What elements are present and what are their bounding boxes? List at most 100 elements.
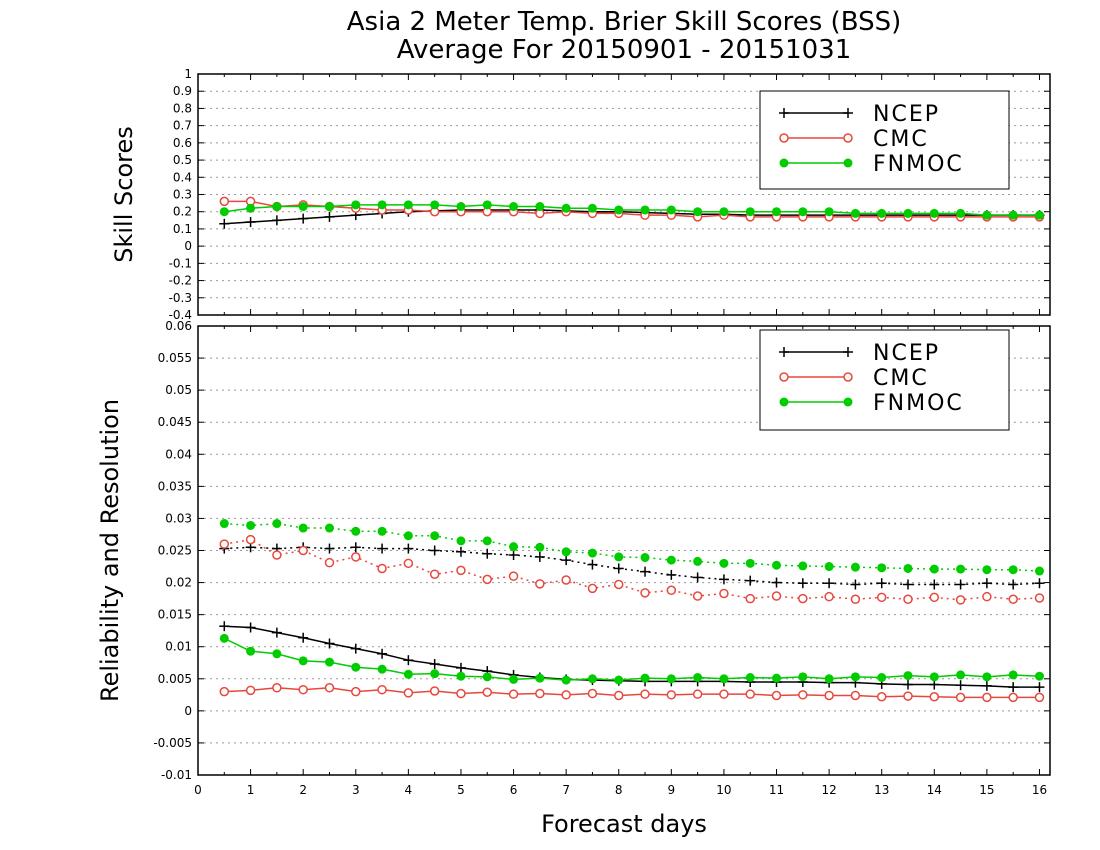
data-point [272, 683, 282, 693]
data-point [430, 531, 440, 541]
data-point [509, 542, 519, 552]
data-point [929, 672, 939, 682]
data-point [614, 675, 624, 685]
data-point [982, 565, 992, 575]
data-point [956, 670, 966, 680]
chart-title: Asia 2 Meter Temp. Brier Skill Scores (B… [347, 7, 901, 37]
data-point [745, 689, 755, 699]
data-point [403, 531, 413, 541]
y-tick-label: 0.7 [173, 119, 192, 133]
y-tick-label: -0.4 [169, 308, 192, 322]
data-point [219, 196, 230, 207]
x-tick-label: 2 [299, 783, 307, 797]
data-point [824, 207, 834, 217]
chart-subtitle: Average For 20150901 - 20151031 [397, 35, 852, 65]
series-fnmoc-dotted [219, 519, 1044, 576]
data-point [429, 686, 440, 696]
y-tick-label: 0.6 [173, 136, 192, 150]
data-point [692, 591, 703, 601]
x-tick-label: 10 [716, 783, 731, 797]
data-point [824, 562, 834, 572]
y-tick-label: 0.2 [173, 205, 192, 219]
y-tick-label: -0.3 [169, 291, 192, 305]
data-point [843, 397, 853, 407]
data-point [850, 208, 860, 218]
data-point [903, 594, 913, 604]
data-point [351, 662, 361, 672]
y-tick-label: 0.02 [165, 576, 192, 590]
data-point [719, 558, 729, 568]
data-point [324, 657, 334, 667]
data-point [246, 646, 256, 656]
series-line [224, 687, 1040, 699]
data-point [587, 583, 598, 594]
legend-label: FNMOC [873, 391, 964, 416]
data-point [666, 674, 676, 684]
y-tick-label: 0 [184, 704, 192, 718]
data-point [779, 372, 789, 382]
data-point [245, 534, 256, 545]
data-point [640, 553, 650, 563]
x-tick-label: 16 [1032, 783, 1047, 797]
data-point [903, 691, 913, 701]
data-point [1008, 210, 1018, 220]
data-point [955, 595, 966, 605]
data-point [456, 536, 466, 546]
x-axis-label: Forecast days [541, 810, 707, 838]
series-line [223, 637, 1040, 681]
data-point [771, 591, 782, 601]
data-point [693, 207, 703, 217]
plot-frame [197, 325, 1051, 776]
data-point [798, 672, 808, 682]
data-point [482, 672, 492, 682]
data-point [1008, 594, 1018, 604]
data-point [850, 690, 861, 701]
data-point [561, 203, 571, 213]
data-point [219, 633, 229, 643]
data-point [535, 579, 545, 589]
data-point [324, 202, 334, 212]
series-line [224, 546, 1040, 586]
data-point [666, 205, 676, 215]
data-point [693, 556, 703, 566]
data-point [403, 200, 413, 210]
data-point [429, 569, 440, 579]
data-point [482, 574, 493, 585]
data-point [956, 208, 966, 218]
data-point [745, 558, 755, 568]
data-point [772, 673, 782, 683]
series-line [224, 522, 1040, 572]
data-point [324, 683, 335, 693]
data-point [666, 555, 676, 565]
data-point [403, 688, 414, 698]
data-point [903, 671, 913, 681]
data-point [561, 575, 571, 585]
data-point [219, 207, 229, 217]
y-tick-label: 0.015 [158, 608, 192, 622]
data-point [219, 519, 229, 529]
series-ncep-solid [219, 621, 1045, 693]
data-point [508, 571, 519, 581]
data-point [719, 674, 729, 684]
data-point [614, 552, 624, 562]
data-point [798, 561, 808, 571]
data-point [1034, 692, 1045, 703]
data-point [640, 205, 650, 215]
data-point [219, 539, 230, 549]
x-tick-label: 6 [510, 783, 518, 797]
y-tick-label: 0.3 [173, 188, 192, 202]
data-point [745, 207, 755, 217]
series-fnmoc-solid [219, 633, 1044, 685]
data-point [272, 550, 282, 560]
data-point [298, 202, 308, 212]
data-point [1034, 210, 1044, 220]
data-point [719, 689, 729, 699]
data-point [1008, 565, 1018, 575]
x-tick-label: 7 [562, 783, 570, 797]
data-point [956, 564, 966, 574]
y-tick-label: -0.1 [169, 256, 192, 270]
data-point [377, 684, 387, 695]
data-point [614, 205, 624, 215]
